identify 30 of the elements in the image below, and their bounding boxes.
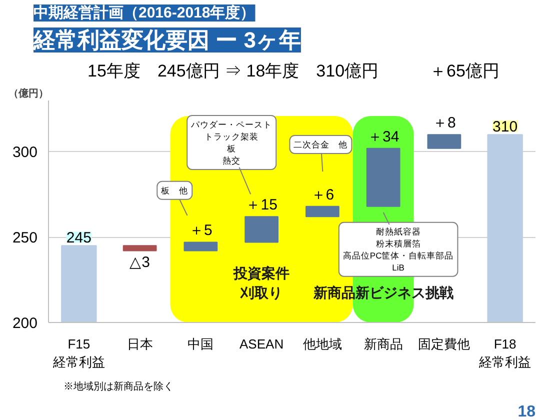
text: 18: [518, 404, 536, 420]
x-tick-label: 他地域: [302, 336, 342, 352]
x-tick-label: 新商品: [364, 336, 403, 352]
band-label: 投資案件刈取り: [232, 265, 290, 300]
y-axis-title: （億円）: [8, 88, 48, 100]
data-label: 245: [66, 230, 92, 247]
text: ※地域別は新商品を除く: [64, 380, 174, 392]
x-tick-label: F15 経常利益: [52, 336, 105, 370]
data-label: ＋34: [367, 128, 400, 146]
data-label: ＋5: [189, 222, 212, 240]
x-tick-label: 中国: [188, 336, 214, 352]
x-tick-label: 固定費他: [418, 336, 470, 352]
data-label: ＋6: [310, 186, 334, 204]
chart-title: 経常利益変化要因 ー 3ヶ年: [32, 28, 301, 52]
data-label: △3: [130, 254, 150, 271]
annotation: 二次合金 他: [294, 139, 348, 150]
annotation: 板 他: [160, 185, 188, 196]
y-tick-label: 300: [12, 144, 38, 162]
x-tick-label: 日本: [126, 336, 153, 352]
annotation: パウダー・ペーストトラック架装板熱交: [190, 119, 272, 166]
x-tick-label: F18 経常利益: [478, 336, 532, 370]
x-tick-label: ASEAN: [240, 336, 284, 352]
text: 15年度 245億円 ⇒ 18年度 310億円 ＋65億円: [88, 62, 500, 80]
annotation: 耐熱紙容器粉末積層箔高品位PC筐体・自転車部品LiB: [342, 226, 454, 272]
y-tick-label: 200: [12, 315, 38, 332]
chart-subtitle: 中期経営計画（2016-2018年度）: [34, 4, 256, 22]
data-label: ＋8: [432, 114, 456, 132]
data-label: 310: [492, 118, 518, 136]
data-label: ＋15: [246, 196, 278, 214]
y-tick-label: 250: [12, 230, 38, 247]
